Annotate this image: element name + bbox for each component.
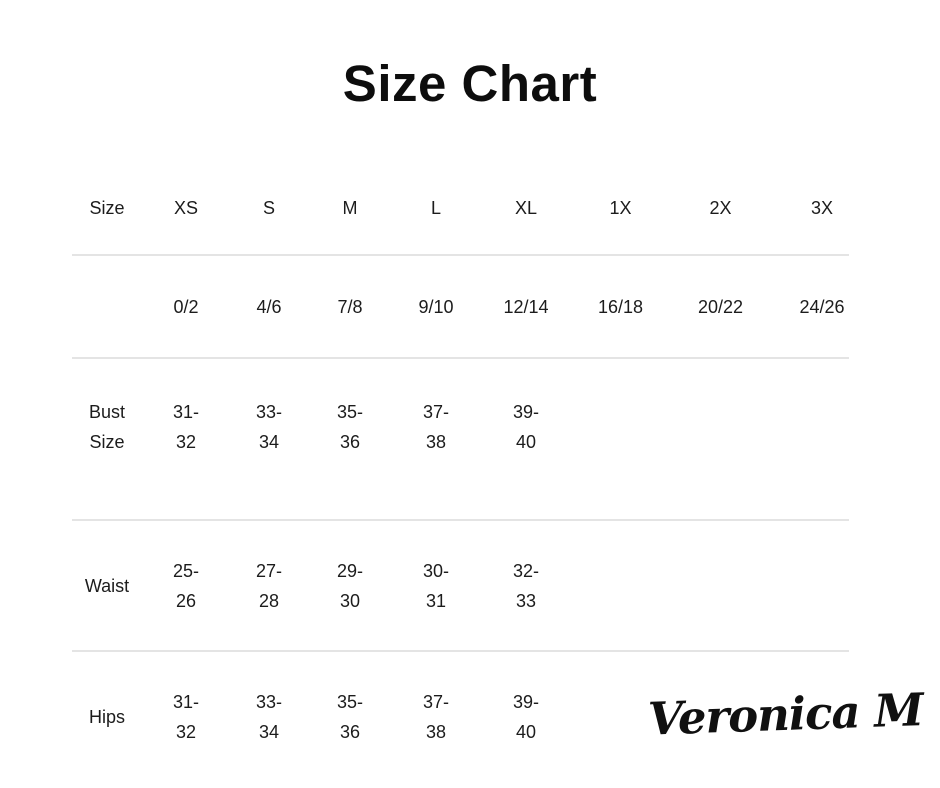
bust-cell: 37- 38: [422, 402, 449, 452]
numeric-size-cell: [72, 255, 142, 358]
waist-cell: 30- 31: [422, 560, 449, 611]
hips-cell: 37- 38: [422, 691, 449, 742]
divider-line: [72, 254, 849, 256]
col-header-3x: 3X: [810, 197, 834, 218]
col-header-m: M: [342, 197, 358, 218]
bust-cell: [669, 358, 772, 520]
size-header-row: Size XS S M L XL 1X 2X 3X: [72, 160, 872, 255]
waist-cell: 32- 33: [512, 560, 539, 611]
divider-line: [72, 357, 849, 359]
brand-signature: Veronica M: [647, 683, 924, 746]
bust-cell: 39- 40: [512, 402, 539, 452]
hips-cell: 31- 32: [172, 691, 199, 742]
col-header-size: Size: [89, 197, 125, 218]
bust-cell: [572, 358, 669, 520]
numeric-size-cell: 4/6: [256, 296, 282, 317]
numeric-size-cell: 24/26: [799, 296, 845, 317]
numeric-size-cell: 7/8: [337, 296, 363, 317]
size-chart-table: Size XS S M L XL 1X 2X 3X 0/2 4/6 7/8 9/…: [72, 160, 872, 782]
col-header-l: L: [430, 197, 441, 218]
numeric-size-cell: 0/2: [173, 296, 199, 317]
waist-cell: 29- 30: [336, 560, 363, 611]
col-header-xl: XL: [514, 197, 538, 218]
numeric-size-cell: 20/22: [697, 296, 744, 317]
col-header-2x: 2X: [709, 197, 732, 218]
waist-cell: 27- 28: [255, 560, 282, 611]
numeric-size-cell: 9/10: [418, 296, 454, 317]
bust-cell: 33- 34: [255, 402, 282, 452]
divider-line: [72, 519, 849, 521]
col-header-xs: XS: [173, 197, 198, 218]
page-title: Size Chart: [342, 55, 598, 113]
row-label-bust-size: Bust Size: [88, 402, 126, 452]
waist-cell: [669, 520, 772, 651]
bust-cell: [772, 358, 872, 520]
hips-cell: 39- 40: [512, 691, 539, 742]
numeric-size-cell: 12/14: [503, 296, 549, 317]
waist-row: Waist 25- 26 27- 28 29- 30 30- 31 32- 33: [72, 520, 872, 651]
bust-size-row: Bust Size 31- 32 33- 34 35- 36 37- 38 39…: [72, 358, 872, 520]
row-label-waist: Waist: [84, 575, 130, 596]
waist-cell: [572, 520, 669, 651]
divider-line: [72, 650, 849, 652]
col-header-1x: 1X: [609, 197, 632, 218]
bust-cell: 35- 36: [336, 402, 363, 452]
numeric-size-cell: 16/18: [597, 296, 644, 317]
col-header-s: S: [262, 197, 275, 218]
hips-cell: 35- 36: [336, 691, 363, 742]
hips-cell: 33- 34: [255, 691, 282, 742]
waist-cell: [772, 520, 872, 651]
numeric-sizes-row: 0/2 4/6 7/8 9/10 12/14 16/18 20/22 24/26: [72, 255, 872, 358]
hips-row: Hips 31- 32 33- 34 35- 36 37- 38 39- 40: [72, 651, 872, 782]
row-label-hips: Hips: [88, 706, 125, 727]
bust-cell: 31- 32: [172, 402, 199, 452]
waist-cell: 25- 26: [172, 560, 199, 611]
